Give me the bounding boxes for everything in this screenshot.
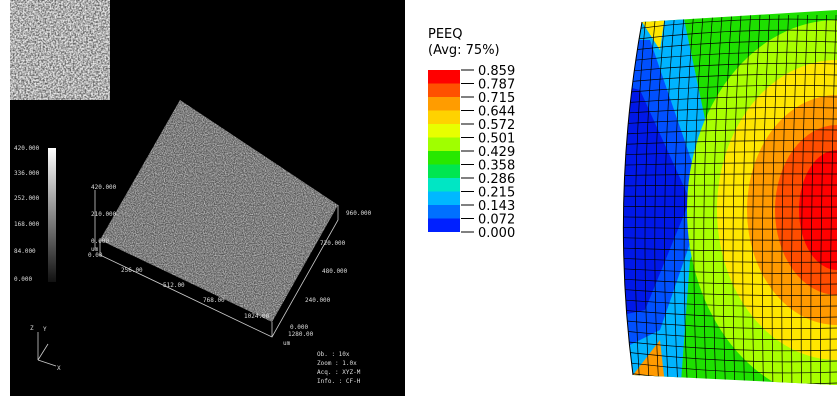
y-axis-labels: 960.000 (346, 210, 372, 217)
x-axis-labels: 1024.00 (244, 313, 270, 320)
legend-swatch (428, 178, 460, 192)
legend-swatch (428, 165, 460, 179)
height-scale-bar (48, 148, 56, 282)
legend-swatch (428, 97, 460, 111)
legend-swatch (428, 84, 460, 98)
triad: Z (30, 325, 34, 332)
legend-swatch (428, 205, 460, 219)
scale-bar-labels: 84.000 (14, 248, 36, 255)
z-axis-labels: 420.000 (91, 184, 117, 191)
triad: X (57, 365, 61, 372)
info: Zoom : 1.0x (317, 360, 357, 367)
y-axis-labels: 240.000 (305, 297, 331, 304)
scan-inset-texture (10, 0, 110, 100)
info: Info. : CF-H (317, 378, 361, 385)
scale-bar-labels: 336.000 (14, 170, 40, 177)
x-axis-labels: 256.00 (121, 267, 143, 274)
scale-bar-labels: 420.000 (14, 145, 40, 152)
legend-subtitle: (Avg: 75%) (428, 43, 500, 58)
x-axis-labels: 0.00 (88, 252, 103, 259)
legend-swatch (428, 138, 460, 152)
legend: PEEQ (Avg: 75%) (428, 27, 500, 58)
legend-swatch (428, 219, 460, 233)
x-axis-labels: um (283, 340, 291, 347)
scan-panel (10, 0, 405, 396)
y-axis-labels: 720.000 (320, 240, 346, 247)
x-axis-labels: 512.00 (163, 282, 185, 289)
scale-bar-labels: 0.000 (14, 276, 32, 283)
legend-swatch (428, 192, 460, 206)
legend-label: 0.000 (478, 226, 515, 241)
triad: Y (43, 326, 47, 333)
figure: PEEQ (Avg: 75%) 420.000 336.000 252.000 168… (0, 0, 837, 396)
scale-bar-labels: 168.000 (14, 221, 40, 228)
y-axis-labels: 480.000 (322, 268, 348, 275)
z-axis-labels: 210.000 (91, 211, 117, 218)
z-axis-labels: 0.000 (91, 238, 109, 245)
y-axis-labels: 0.000 (290, 324, 308, 331)
legend-swatch (428, 151, 460, 165)
x-axis-labels: 1280.00 (288, 331, 314, 338)
legend-title: PEEQ (428, 27, 463, 42)
info: Acq. : XYZ-M (317, 369, 361, 376)
legend-swatch (428, 70, 460, 84)
info: Ob. : 10x (317, 351, 350, 358)
legend-swatch (428, 111, 460, 125)
x-axis-labels: 768.00 (203, 297, 225, 304)
scale-bar-labels: 252.000 (14, 195, 40, 202)
legend-swatch (428, 124, 460, 138)
